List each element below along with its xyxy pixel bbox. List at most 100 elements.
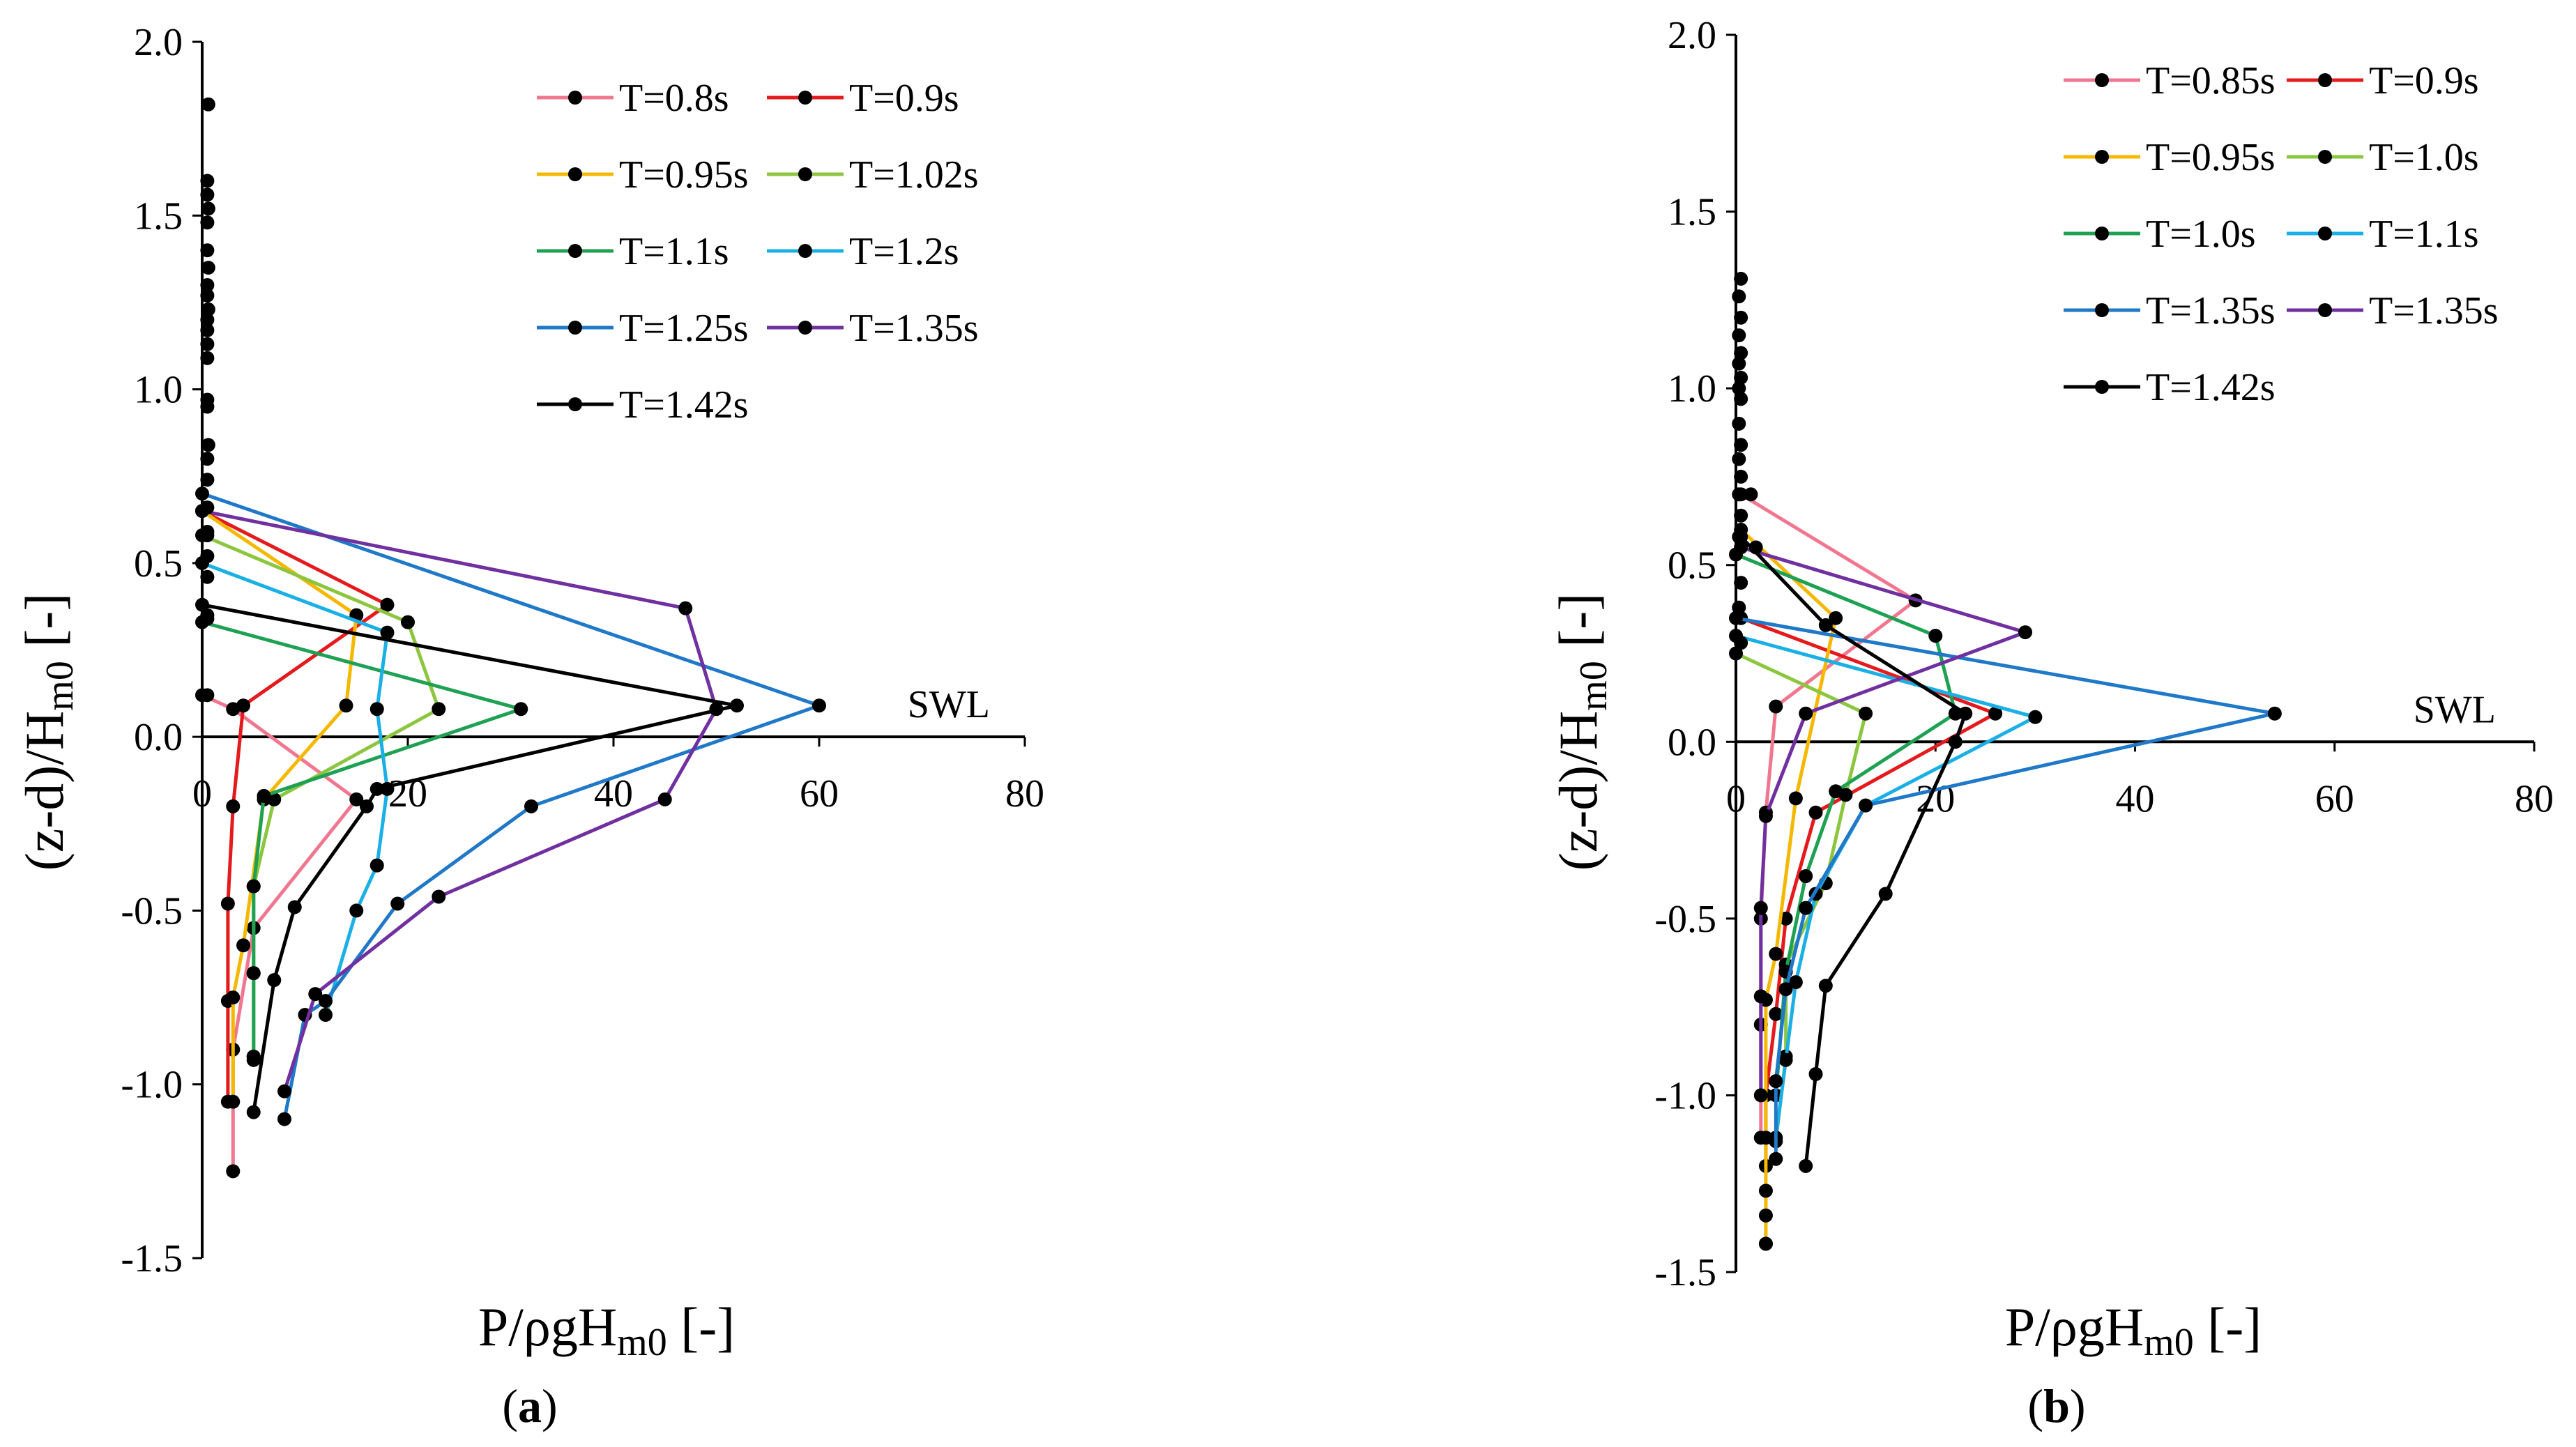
panel-a-series-6-point (319, 994, 333, 1009)
panel-b-x-tick-label: 60 (2315, 777, 2354, 820)
panel-b-series-4-point (1928, 629, 1943, 643)
panel-b-series-8-point (1799, 1158, 1813, 1173)
panel-a-legend-label-0: T=0.8s (619, 77, 729, 120)
panel-b-legend-marker-4 (2095, 227, 2109, 240)
panel-b-legend-marker-2 (2095, 150, 2109, 164)
panel-b-x-axis-label: P/ρgHm0 [-] (2005, 1296, 2262, 1364)
panel-b-swl-label: SWL (2414, 688, 2496, 731)
panel-a-legend-label-8: T=1.42s (619, 383, 749, 427)
panel-a-series-4-point (257, 788, 271, 803)
panel-a-marker-point (200, 399, 215, 414)
panel-b-legend-label-5: T=1.1s (2369, 213, 2479, 256)
panel-a-series-1-point (220, 896, 235, 911)
panel-b-marker-point (1734, 271, 1748, 286)
panel-a-series-5-point (319, 1008, 333, 1022)
panel-b-series-8-point (1818, 618, 1833, 632)
panel-b-series-6-point (2267, 706, 2282, 721)
panel-b-series-3-point (1859, 706, 1873, 721)
panel-a-marker-point (200, 351, 215, 365)
panel-a-x-tick-label: 60 (800, 772, 839, 816)
panel-a-series-7-point (432, 889, 446, 904)
panel-a-series-4-point (246, 1052, 261, 1067)
panel-b-x-tick-label: 40 (2116, 777, 2155, 820)
panel-b-legend: T=0.85s T=0.9s T=0.95s T=1.0s T=1.0s T=1.1s T=… (2064, 59, 2499, 409)
panel-a-series-5-point (349, 903, 364, 918)
panel-b-plot-area: -1.5-1.0-0.50.00.51.01.52.00 20 40 60 80SWLT… (1654, 14, 2554, 1294)
panel-a-series-3-point (401, 615, 415, 629)
panel-b-marker-point (1734, 310, 1748, 325)
panel-b-series-5-point (1778, 1052, 1793, 1067)
panel-b-marker-point (1732, 356, 1746, 371)
panel-a-series-5-point (369, 858, 384, 873)
panel-b-series-7-point (1799, 706, 1813, 721)
panel-a-swl-label: SWL (908, 683, 990, 726)
panel-b-marker-point (1734, 576, 1748, 590)
panel-b-legend-label-7: T=1.35s (2369, 289, 2499, 332)
panel-b-series-line-8 (1739, 535, 1967, 1167)
panel-a-series-1-point (226, 799, 241, 813)
panel-b-legend-marker-6 (2095, 303, 2109, 317)
panel-b-legend-marker-3 (2318, 150, 2332, 164)
panel-a-series-line-8 (201, 603, 739, 1112)
panel-a-series-2-point (236, 938, 250, 953)
panel-b-marker-point (1734, 370, 1748, 385)
panel-a-series-2-point (226, 990, 241, 1005)
panel-a-x-tick-label: 40 (594, 772, 633, 816)
panel-a-marker-point (200, 278, 215, 292)
panel-b-legend-marker-0 (2095, 73, 2109, 87)
panel-b-marker-point (1744, 487, 1758, 502)
panel-a-legend-marker-7 (798, 321, 812, 335)
panel-b-series-8-point (1948, 735, 1963, 749)
panel-b-marker-point (1732, 487, 1746, 502)
panel-b-series-6-point (1799, 901, 1813, 915)
panel-b-marker-point (1734, 508, 1748, 523)
panel-a-marker-point (201, 201, 215, 216)
panel-a-series-line-4 (201, 620, 523, 1060)
panel-b-series-8-point (1958, 706, 1973, 721)
panel-a-legend: T=0.8s T=0.9s T=0.95s T=1.02s T=1.1s T=1.2s T=… (537, 77, 979, 427)
panel-b-marker-point (1734, 636, 1748, 650)
panel-b-marker-point (1732, 416, 1746, 431)
panel-a-marker-point (200, 323, 215, 337)
panel-b-marker-point (1758, 1184, 1773, 1198)
panel-a-marker-point (201, 97, 215, 112)
panel-b-label: (b) (2027, 1379, 2085, 1432)
panel-a-marker-point (200, 243, 215, 258)
panel-b-series-8-point (1808, 1067, 1823, 1081)
panel-a-legend-label-3: T=1.02s (849, 153, 979, 197)
panel-a: -1.5-1.0-0.50.00.51.01.52.00 20 40 60 80SWLT… (14, 21, 1044, 1432)
panel-a-y-tick-label: 2.0 (134, 21, 183, 64)
panel-a-legend-marker-5 (798, 244, 812, 258)
panel-a-series-2-point (226, 1094, 241, 1109)
panel-b-y-tick-label: 1.5 (1668, 191, 1716, 234)
panel-a-series-5-point (380, 625, 395, 640)
panel-a-series-8-point (267, 973, 282, 988)
panel-b-series-7-point (1734, 540, 1748, 555)
panel-a-series-7-point (277, 1084, 291, 1098)
panel-a-series-line-6 (201, 491, 821, 1120)
panel-b-series-6-point (1859, 798, 1873, 813)
panel-a-series-8-point (287, 900, 302, 914)
panel-b-series-1-point (1808, 805, 1823, 820)
panel-b-marker-point (1732, 381, 1746, 396)
panel-b-series-2-point (1769, 947, 1783, 961)
panel-b-y-axis-label: (z-d)/Hm0 [-] (1548, 593, 1615, 871)
panel-a-series-0-point (349, 792, 364, 806)
panel-a-marker-point (200, 611, 215, 626)
panel-a-marker-point (201, 438, 215, 452)
panel-a-series-1-point (380, 597, 395, 612)
panel-a-series-8-point (360, 799, 374, 813)
panel-a-legend-label-5: T=1.2s (849, 230, 959, 273)
panel-a-series-line-2 (201, 510, 358, 1102)
panel-b-series-4-point (1799, 869, 1813, 883)
panel-a-y-tick-label: 1.0 (134, 369, 183, 412)
panel-b-marker-point (1732, 530, 1746, 544)
panel-a-y-axis-label: (z-d)/Hm0 [-] (14, 593, 82, 871)
panel-b-y-tick-label: -1.5 (1654, 1251, 1716, 1294)
panel-a-series-6-point (812, 698, 826, 713)
panel-b-x-tick-label: 80 (2515, 777, 2554, 820)
panel-a-marker-point (200, 452, 215, 466)
panel-b-series-7-point (1753, 1088, 1768, 1103)
panel-a-marker-point (201, 302, 215, 316)
panel-b-marker-point (1732, 328, 1746, 343)
